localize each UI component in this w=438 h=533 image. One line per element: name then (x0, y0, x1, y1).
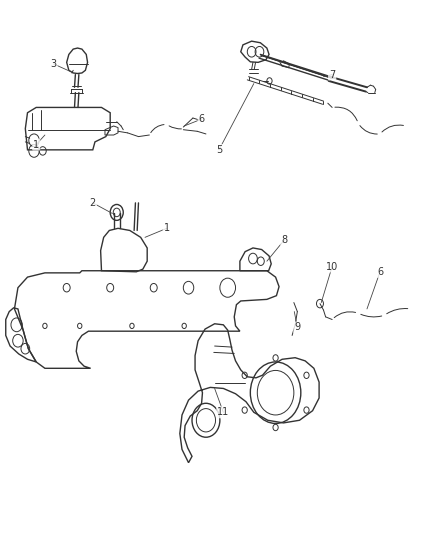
Text: 5: 5 (216, 145, 222, 155)
Text: 1: 1 (164, 223, 170, 233)
Text: 7: 7 (329, 70, 335, 79)
Text: 6: 6 (377, 267, 383, 277)
Text: 1: 1 (33, 140, 39, 150)
Text: 2: 2 (90, 198, 96, 208)
Text: 11: 11 (217, 407, 230, 417)
Text: 6: 6 (198, 114, 205, 124)
Text: 8: 8 (281, 235, 287, 245)
Text: 9: 9 (294, 322, 300, 333)
Text: 10: 10 (326, 262, 338, 271)
Text: 3: 3 (50, 59, 57, 69)
